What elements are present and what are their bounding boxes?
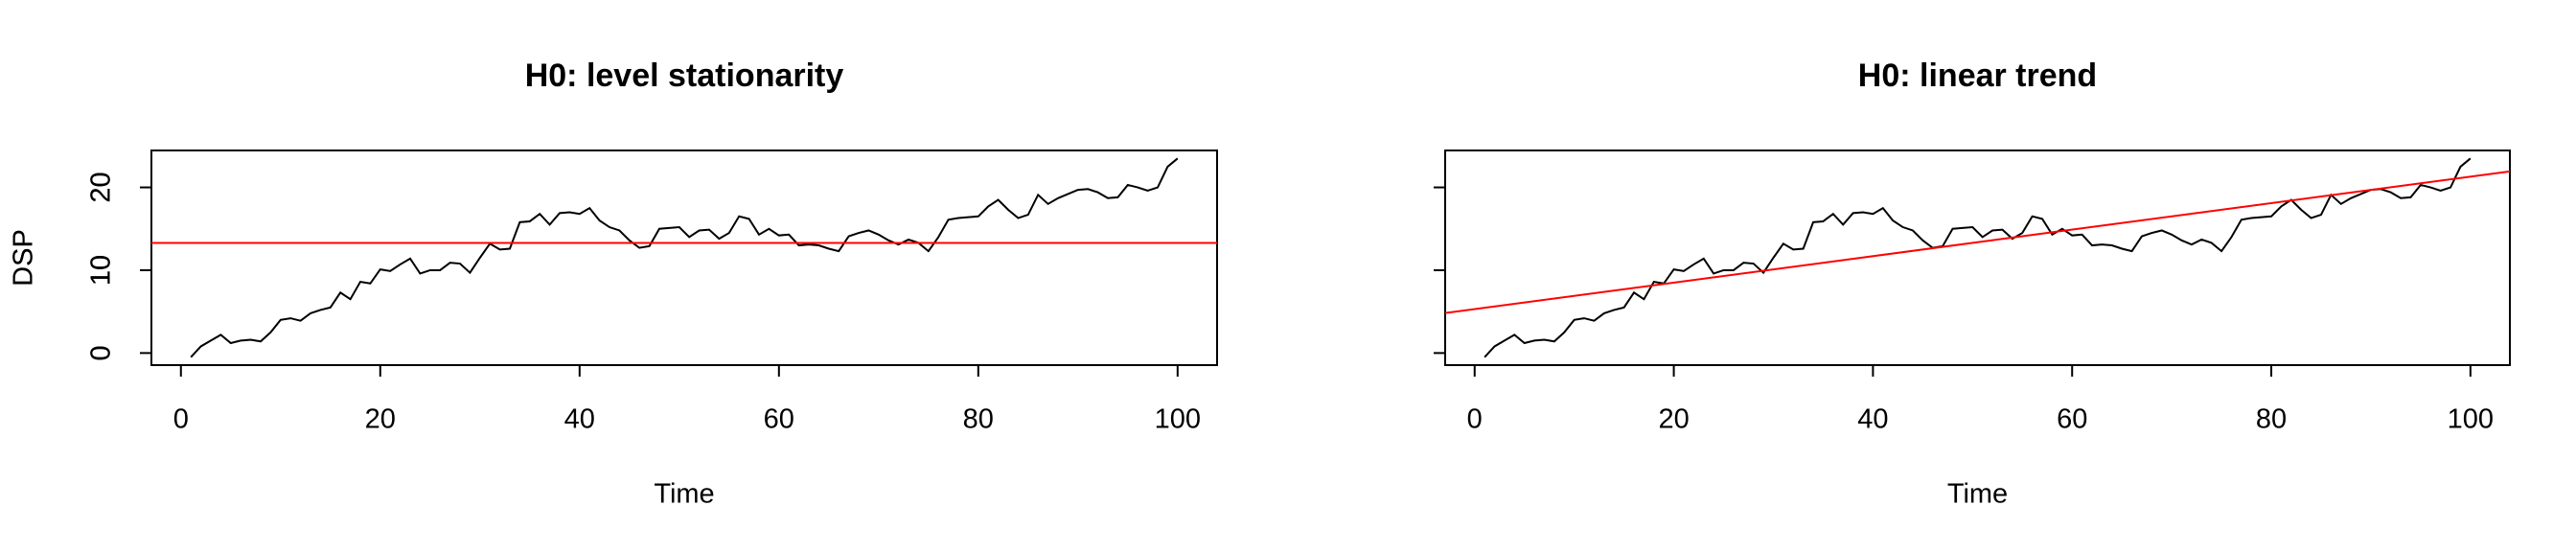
y-tick-label: 10 (86, 255, 117, 286)
x-tick-label: 40 (564, 404, 595, 435)
plot-box (150, 150, 1218, 366)
x-axis-label: Time (654, 479, 714, 510)
x-tick-label: 0 (173, 404, 189, 435)
x-axis-label: Time (1947, 479, 2008, 510)
y-axis-label: DSP (9, 229, 39, 287)
x-tick-label: 0 (1467, 404, 1483, 435)
x-tick-label: 20 (1658, 404, 1689, 435)
y-tick-label: 20 (86, 172, 117, 202)
x-tick-label: 80 (963, 404, 994, 435)
y-tick-label: 0 (86, 345, 117, 360)
data-line (190, 157, 1179, 358)
data-line (1484, 157, 2472, 358)
x-tick-label: 20 (365, 404, 396, 435)
x-tick-label: 60 (2057, 404, 2087, 435)
plot-box (1444, 150, 2511, 366)
trend-line (1445, 170, 2510, 314)
x-tick-label: 100 (1155, 404, 1201, 435)
y-axis-label: DSP (9, 229, 39, 287)
x-tick-label: 80 (2256, 404, 2287, 435)
x-tick-label: 60 (764, 404, 794, 435)
y-tick-label: 0 (86, 345, 117, 360)
y-tick-label: 10 (86, 255, 117, 286)
chart-title: H0: linear trend (1858, 58, 2097, 94)
x-tick-label: 40 (1857, 404, 1888, 435)
x-tick-label: 100 (2448, 404, 2494, 435)
y-tick-label: 20 (86, 172, 117, 202)
chart-title: H0: level stationarity (525, 58, 844, 94)
